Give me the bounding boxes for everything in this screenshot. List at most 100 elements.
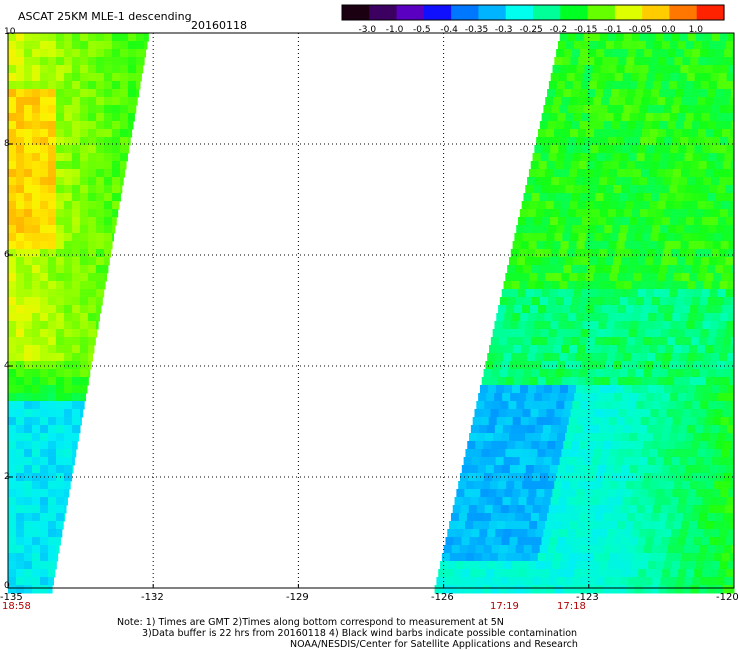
swath-cell bbox=[711, 33, 721, 42]
swath-cell bbox=[80, 113, 89, 122]
swath-cell bbox=[614, 249, 624, 258]
swath-cell bbox=[606, 569, 615, 578]
swath-cell bbox=[648, 561, 657, 570]
swath-cell bbox=[80, 273, 89, 282]
swath-cell bbox=[721, 377, 731, 386]
swath-cell bbox=[574, 497, 584, 506]
swath-cell bbox=[505, 377, 515, 386]
swath-cell bbox=[573, 433, 582, 442]
swath-cell bbox=[718, 569, 727, 578]
swath-cell bbox=[670, 569, 679, 578]
swath-cell bbox=[56, 177, 65, 186]
swath-cell bbox=[635, 193, 644, 202]
swath-cell bbox=[526, 321, 535, 330]
swath-cell bbox=[104, 265, 109, 274]
swath-cell bbox=[587, 369, 597, 378]
swath-cell bbox=[473, 521, 482, 530]
swath-cell bbox=[535, 385, 545, 394]
swath-cell bbox=[552, 241, 562, 250]
swath-cell bbox=[687, 177, 696, 186]
swath-cell bbox=[16, 57, 25, 66]
swath-cell bbox=[48, 217, 57, 226]
swath-cell bbox=[614, 393, 623, 402]
swath-cell bbox=[627, 193, 636, 202]
swath-cell bbox=[650, 161, 660, 170]
swath-cell bbox=[545, 553, 555, 562]
swath-cell bbox=[667, 121, 677, 130]
swath-cell bbox=[576, 417, 586, 426]
swath-cell bbox=[698, 57, 707, 66]
swath-cell bbox=[496, 489, 505, 498]
swath-cell bbox=[16, 513, 25, 522]
swath-cell bbox=[56, 521, 64, 530]
swath-cell bbox=[72, 289, 81, 298]
swath-cell bbox=[543, 457, 553, 466]
swath-cell bbox=[568, 561, 577, 570]
swath-cell bbox=[612, 153, 622, 162]
swath-cell bbox=[436, 577, 445, 586]
swath-cell bbox=[505, 553, 515, 562]
swath-cell bbox=[534, 249, 544, 258]
swath-cell bbox=[24, 161, 33, 170]
note-line: 3)Data buffer is 22 hrs from 20160118 4)… bbox=[142, 628, 578, 639]
swath-cell bbox=[645, 361, 654, 370]
swath-cell bbox=[725, 465, 735, 474]
swath-cell bbox=[32, 321, 41, 330]
swath-cell bbox=[32, 337, 41, 346]
swath-cell bbox=[705, 201, 715, 210]
swath-cell bbox=[550, 145, 559, 154]
swath-cell bbox=[592, 489, 601, 498]
swath-cell bbox=[665, 273, 674, 282]
swath-cell bbox=[580, 329, 590, 338]
swath-cell bbox=[16, 185, 25, 194]
swath-cell bbox=[488, 417, 498, 426]
swath-cell bbox=[485, 537, 494, 546]
swath-cell bbox=[24, 337, 33, 346]
swath-cell bbox=[614, 321, 623, 330]
swath-cell bbox=[557, 361, 566, 370]
swath-cell bbox=[686, 249, 696, 258]
swath-cell bbox=[679, 177, 688, 186]
swath-cell bbox=[8, 273, 17, 282]
swath-cell bbox=[548, 153, 558, 162]
swath-cell bbox=[568, 417, 578, 426]
swath-cell bbox=[516, 505, 526, 514]
swath-cell bbox=[64, 217, 73, 226]
swath-cell bbox=[565, 433, 574, 442]
swath-cell bbox=[72, 449, 77, 458]
swath-cell bbox=[8, 497, 17, 506]
swath-cell bbox=[104, 177, 113, 186]
swath-cell bbox=[40, 489, 49, 498]
swath-cell bbox=[604, 577, 613, 586]
swath-cell bbox=[72, 321, 81, 330]
swath-cell bbox=[585, 97, 594, 106]
swath-cell bbox=[32, 73, 41, 82]
swath-cell bbox=[454, 569, 463, 578]
swath-cell bbox=[48, 81, 57, 90]
swath-cell bbox=[80, 153, 89, 162]
swath-cell bbox=[8, 577, 17, 586]
swath-cell bbox=[589, 537, 598, 546]
swath-cell bbox=[655, 281, 665, 290]
swath-cell bbox=[96, 161, 105, 170]
swath-cell bbox=[594, 409, 604, 418]
swath-cell bbox=[611, 193, 620, 202]
swath-cell bbox=[585, 521, 594, 530]
swath-cell bbox=[566, 393, 575, 402]
swath-cell bbox=[722, 57, 731, 66]
swath-cell bbox=[687, 457, 697, 466]
swath-cell bbox=[613, 289, 623, 298]
swath-cell bbox=[48, 113, 57, 122]
swath-cell bbox=[40, 209, 49, 218]
swath-cell bbox=[88, 313, 97, 322]
swath-cell bbox=[712, 489, 721, 498]
swath-cell bbox=[532, 329, 542, 338]
swath-cell bbox=[562, 305, 571, 314]
swath-cell bbox=[32, 425, 41, 434]
swath-cell bbox=[64, 497, 68, 506]
swath-cell bbox=[680, 241, 690, 250]
swath-cell bbox=[629, 289, 639, 298]
swath-cell bbox=[96, 65, 105, 74]
map-date: 20160118 bbox=[191, 19, 247, 32]
swath-cell bbox=[48, 137, 57, 146]
